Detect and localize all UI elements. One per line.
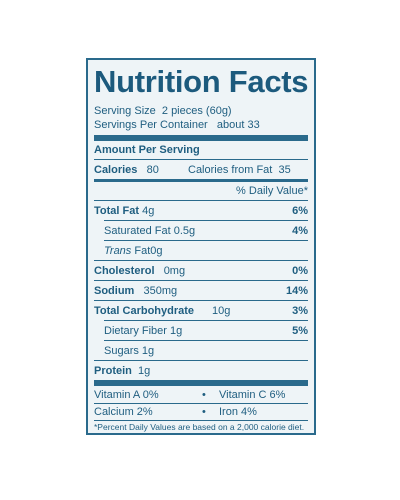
- divider: [94, 360, 308, 361]
- saturated-fat-amount: 0.5g: [173, 225, 196, 237]
- serving-size-label: Serving Size: [94, 105, 156, 117]
- divider-medium: [94, 179, 308, 182]
- cholesterol-row: Cholesterol 0mg 0%: [94, 264, 308, 278]
- cholesterol-label: Cholesterol: [94, 265, 155, 277]
- calories-row: Calories 80 Calories from Fat 35: [94, 163, 308, 177]
- sodium-dv: 14%: [285, 285, 308, 297]
- vitamin-row-1: Vitamin A 0% • Vitamin C 6%: [94, 388, 308, 402]
- sugars-amount: 1g: [141, 345, 155, 357]
- saturated-fat-row: Saturated Fat 0.5g 4%: [94, 224, 308, 238]
- vitamin-c: Vitamin C 6%: [219, 389, 286, 401]
- label-title: Nutrition Facts: [94, 64, 309, 99]
- total-fat-row: Total Fat 4g 6%: [94, 204, 308, 218]
- sodium-label: Sodium: [94, 285, 135, 297]
- dietary-fiber-dv: 5%: [292, 325, 308, 337]
- total-carbohydrate-label: Total Carbohydrate: [94, 305, 195, 317]
- divider-thick: [94, 380, 308, 386]
- sodium-amount: 350mg: [143, 285, 178, 297]
- total-carbohydrate-dv: 3%: [292, 305, 308, 317]
- total-fat-label: Total Fat: [94, 205, 140, 217]
- divider: [94, 200, 308, 201]
- total-carbohydrate-row: Total Carbohydrate 10g 3%: [94, 304, 308, 318]
- servings-per-container-label: Servings Per Container: [94, 119, 208, 131]
- trans-fat-label: Fat: [134, 245, 151, 257]
- trans-fat-row: Trans Fat0g: [94, 244, 308, 258]
- protein-label: Protein: [94, 365, 132, 377]
- sugars-row: Sugars 1g: [94, 344, 308, 358]
- divider: [104, 240, 308, 241]
- protein-amount: 1g: [138, 365, 151, 377]
- dietary-fiber-row: Dietary Fiber 1g 5%: [94, 324, 308, 338]
- bullet-icon: •: [202, 406, 206, 418]
- saturated-fat-label: Saturated Fat: [104, 225, 171, 237]
- divider: [94, 300, 308, 301]
- saturated-fat-dv: 4%: [292, 225, 308, 237]
- dietary-fiber-amount: 1g: [170, 325, 183, 337]
- divider-thick: [94, 135, 308, 141]
- servings-per-container-value: about 33: [216, 119, 260, 131]
- bullet-icon: •: [202, 389, 206, 401]
- divider: [104, 340, 308, 341]
- divider: [94, 260, 308, 261]
- calories-from-fat-value: 35: [278, 164, 291, 176]
- divider: [104, 320, 308, 321]
- calcium: Calcium 2%: [94, 406, 153, 418]
- calories-label: Calories: [94, 164, 138, 176]
- cholesterol-amount: 0mg: [163, 265, 186, 277]
- divider: [104, 220, 308, 221]
- protein-row: Protein 1g: [94, 364, 308, 378]
- trans-fat-italic: Trans: [104, 245, 132, 257]
- sugars-label: Sugars: [104, 345, 139, 357]
- trans-fat-amount: 0g: [150, 245, 163, 257]
- amount-per-serving: Amount Per Serving: [94, 143, 308, 157]
- vitamin-row-2: Calcium 2% • Iron 4%: [94, 405, 308, 419]
- dietary-fiber-label: Dietary Fiber: [104, 325, 167, 337]
- divider: [94, 159, 308, 160]
- total-fat-amount: 4g: [142, 205, 155, 217]
- vitamin-a: Vitamin A 0%: [94, 389, 159, 401]
- nutrition-facts-label: Nutrition Facts Serving Size 2 pieces (6…: [86, 58, 316, 435]
- servings-per-container-row: Servings Per Container about 33: [94, 118, 308, 132]
- sodium-row: Sodium 350mg 14%: [94, 284, 308, 298]
- calories-value: 80: [146, 164, 159, 176]
- iron: Iron 4%: [219, 406, 257, 418]
- divider: [94, 420, 308, 421]
- divider: [94, 403, 308, 404]
- calories-from-fat-label: Calories from Fat: [188, 164, 273, 176]
- serving-size-row: Serving Size 2 pieces (60g): [94, 104, 308, 118]
- footnote: *Percent Daily Values are based on a 2,0…: [94, 422, 305, 432]
- amount-per-serving-label: Amount Per Serving: [94, 144, 200, 156]
- cholesterol-dv: 0%: [292, 265, 308, 277]
- serving-size-value: 2 pieces (60g): [161, 105, 232, 117]
- calories-from-fat: Calories from Fat 35: [188, 163, 291, 177]
- total-carbohydrate-amount: 10g: [212, 305, 231, 317]
- daily-value-header: % Daily Value*: [236, 185, 308, 197]
- total-fat-dv: 6%: [292, 205, 308, 217]
- divider: [94, 280, 308, 281]
